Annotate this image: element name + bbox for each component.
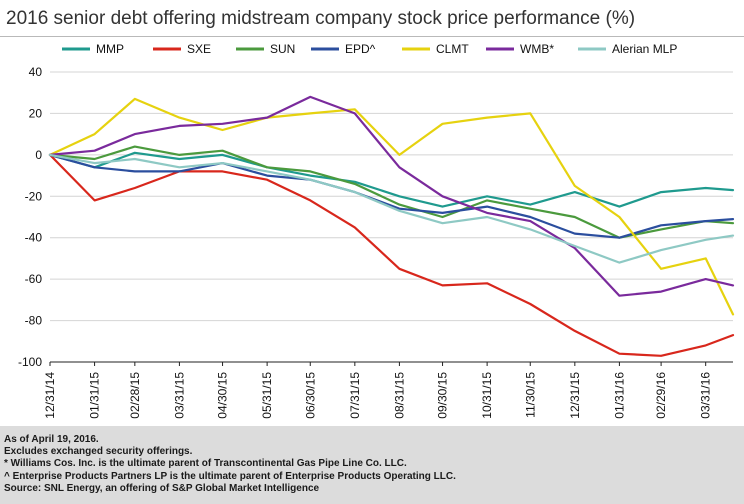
legend-label-epd: EPD^: [345, 42, 376, 56]
x-tick-label: 03/31/16: [699, 372, 713, 419]
chart-title: 2016 senior debt offering midstream comp…: [6, 8, 636, 29]
series-line-sxe: [48, 153, 735, 357]
footnotes-panel: As of April 19, 2016. Excludes exchanged…: [0, 426, 744, 504]
series-line-sun: [48, 145, 735, 239]
footnotes: As of April 19, 2016. Excludes exchanged…: [4, 434, 456, 495]
y-tick-label: 20: [29, 106, 43, 120]
legend-label-alerian-mlp: Alerian MLP: [612, 42, 677, 56]
x-tick-label: 12/31/14: [43, 372, 57, 419]
x-tick-label: 10/31/15: [480, 372, 494, 419]
x-tick-label: 09/30/15: [436, 372, 450, 419]
footnote-date: As of April 19, 2016.: [4, 434, 99, 445]
x-tick-label: 01/31/16: [612, 372, 626, 419]
footnote-exclusions: Excludes exchanged security offerings.: [4, 446, 193, 458]
footnote-wmb: * Williams Cos. Inc. is the ultimate par…: [4, 458, 407, 470]
x-tick-label: 08/31/15: [392, 372, 406, 419]
y-tick-label: -20: [25, 189, 43, 203]
x-tick-label: 05/31/15: [260, 372, 274, 419]
chart-panel: 40 20 0 -20 -40 -60 -80 -100 12/31/14 01/31/15 02/…: [0, 37, 744, 426]
title-bar: 2016 senior debt offering midstream comp…: [0, 0, 744, 37]
x-tick-label: 06/30/15: [303, 372, 317, 419]
series-line-alerian-mlp: [48, 153, 735, 264]
series-line-clmt: [48, 97, 735, 316]
x-tick-label: 02/29/16: [654, 372, 668, 419]
x-tick-label: 11/30/15: [523, 372, 537, 418]
y-tick-label: -40: [25, 231, 43, 245]
y-tick-label: -80: [25, 314, 43, 328]
y-tick-label: -100: [18, 355, 42, 369]
y-tick-label: 40: [29, 65, 43, 79]
legend-label-clmt: CLMT: [436, 42, 469, 56]
legend-label-wmb: WMB*: [520, 42, 554, 56]
series-line-mmp: [48, 151, 735, 208]
series-line-wmb: [48, 95, 735, 297]
legend-label-sxe: SXE: [187, 42, 211, 56]
legend-label-mmp: MMP: [96, 42, 124, 56]
y-tick-label: -60: [25, 272, 43, 286]
y-tick-label: 0: [35, 148, 42, 162]
footnote-epd: ^ Enterprise Products Partners LP is the…: [4, 470, 456, 482]
x-tick-label: 01/31/15: [88, 372, 102, 419]
legend-label-sun: SUN: [270, 42, 295, 56]
footnote-source: Source: SNL Energy, an offering of S&P G…: [4, 482, 320, 494]
x-tick-label: 03/31/15: [172, 372, 186, 419]
x-tick-label: 04/30/15: [216, 372, 230, 419]
x-tick-label: 07/31/15: [348, 372, 362, 419]
x-tick-label: 02/28/15: [128, 372, 142, 419]
x-tick-label: 12/31/15: [568, 372, 582, 419]
